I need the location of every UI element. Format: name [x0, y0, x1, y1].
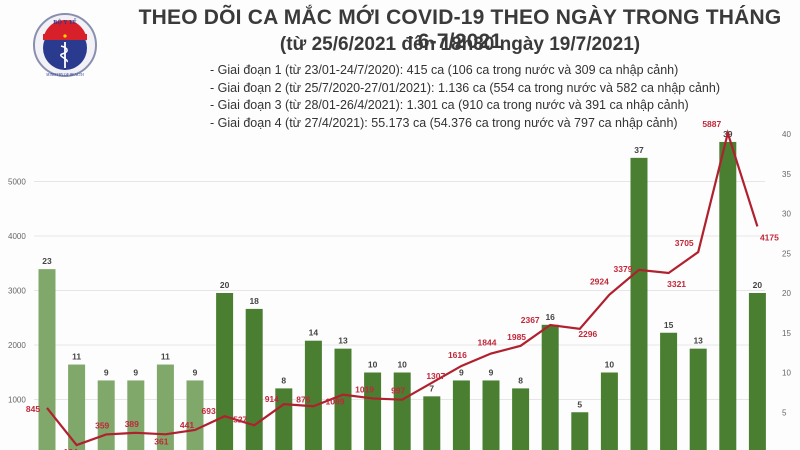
bar: [186, 380, 204, 450]
right-axis-tick: 40: [782, 130, 791, 139]
bar-value-label: 9: [104, 367, 109, 377]
bar-value-label: 10: [397, 360, 407, 370]
bar: [216, 293, 234, 450]
bar-value-label: 11: [161, 352, 170, 362]
line-value-label: 997: [391, 386, 405, 396]
bar: [364, 372, 382, 450]
bar-value-label: 8: [281, 375, 286, 385]
bar: [541, 324, 559, 450]
bar-value-label: 15: [664, 320, 674, 330]
phase-item: - Giai đoạn 1 (từ 23/01-24/7/2020): 415 …: [210, 63, 679, 77]
bar-value-label: 9: [489, 367, 494, 377]
chart-title: THEO DÕI CA MẮC MỚI COVID-19 THEO NGÀY T…: [138, 6, 782, 53]
right-axis-tick: 10: [782, 369, 791, 378]
bar-value-label: 5: [577, 399, 582, 409]
phase-summary-list: - Giai đoạn 1 (từ 23/01-24/7/2020): 415 …: [210, 62, 720, 132]
bar-value-label: 8: [518, 375, 523, 385]
phase-item: - Giai đoạn 2 (từ 25/7/2020-27/01/2021):…: [210, 80, 720, 95]
bar-value-label: 18: [249, 296, 259, 306]
right-axis-tick: 30: [782, 210, 791, 219]
line-value-label: 4175: [760, 232, 779, 242]
left-axis-tick: 1000: [8, 396, 26, 405]
bar: [68, 364, 86, 450]
bar-value-label: 11: [72, 352, 81, 362]
bar: [689, 348, 707, 450]
bar: [719, 141, 737, 450]
phase-item: - Giai đoạn 3 (từ 28/01-26/4/2021): 1.30…: [210, 98, 689, 112]
bar-value-label: 7: [429, 383, 434, 393]
line-value-label: 389: [125, 419, 139, 429]
bar: [600, 372, 618, 450]
left-axis-tick: 3000: [8, 287, 26, 296]
line-value-label: 693: [202, 406, 216, 416]
bar-value-label: 20: [753, 280, 763, 290]
bar-value-label: 13: [338, 336, 348, 346]
bar: [512, 388, 530, 450]
bar-value-label: 13: [693, 336, 703, 346]
bar: [127, 380, 145, 450]
line-value-label: 527: [233, 414, 247, 424]
phase-item: - Giai đoạn 4 (từ 27/4/2021): 55.173 ca …: [210, 115, 678, 130]
line-value-label: 1089: [326, 397, 345, 407]
bar-value-label: 16: [545, 312, 555, 322]
svg-text:BỘ Y TẾ: BỘ Y TẾ: [53, 18, 76, 26]
line-value-label: 3379: [614, 264, 633, 274]
cases-line: [46, 129, 759, 447]
bar: [393, 372, 411, 450]
line-value-label: 914: [265, 394, 279, 404]
bar-value-label: 23: [42, 256, 52, 266]
chart-subtitle: (từ 25/6/2021 đến 18h30 ngày 19/7/2021): [279, 34, 641, 55]
line-value-label: 2296: [578, 329, 597, 339]
right-axis-tick: 20: [782, 289, 791, 298]
line-value-label: 876: [296, 394, 310, 404]
line-value-label: 1019: [355, 384, 374, 394]
bar-value-label: 9: [133, 367, 138, 377]
bar: [38, 269, 56, 450]
right-axis-tick: 5: [782, 408, 787, 417]
bar: [660, 332, 678, 450]
line-value-label: 361: [154, 436, 168, 446]
bar-value-label: 10: [605, 360, 615, 370]
right-axis-tick: 15: [782, 329, 791, 338]
bar: [97, 380, 115, 450]
bar-value-label: 9: [459, 367, 464, 377]
bar-value-label: 20: [220, 280, 230, 290]
bar-value-label: 10: [368, 360, 378, 370]
bar: [423, 396, 441, 450]
line-value-label: 1307: [426, 371, 445, 381]
line-value-label: 5887: [702, 119, 721, 129]
bar: [630, 157, 648, 450]
svg-text:MINISTRY OF HEALTH: MINISTRY OF HEALTH: [46, 73, 84, 77]
bar: [245, 308, 263, 450]
bar: [334, 348, 352, 450]
line-value-label: 1616: [448, 350, 467, 360]
bar: [571, 412, 589, 450]
bar-value-label: 37: [634, 145, 644, 155]
line-value-label: 441: [180, 420, 194, 430]
ministry-of-health-logo: BỘ Y TẾ MINISTRY OF HEALTH: [33, 13, 97, 77]
line-value-label: 1985: [507, 332, 526, 342]
bar: [304, 340, 322, 450]
bar: [748, 293, 766, 450]
line-value-label: 1844: [478, 338, 497, 348]
line-value-label: 164: [64, 447, 78, 450]
left-axis-tick: 2000: [8, 341, 26, 350]
bar-value-label: 14: [309, 328, 319, 338]
left-axis-tick: 5000: [8, 178, 26, 187]
right-axis-tick: 35: [782, 170, 791, 179]
bar: [156, 364, 174, 450]
bar: [452, 380, 470, 450]
bar-value-label: 9: [193, 367, 198, 377]
line-value-label: 359: [95, 420, 109, 430]
right-axis-tick: 25: [782, 249, 791, 258]
line-value-label: 2924: [590, 277, 609, 287]
line-value-label: 3321: [667, 279, 686, 289]
line-value-label: 845: [26, 404, 40, 414]
bar: [482, 380, 500, 450]
left-axis-tick: 4000: [8, 232, 26, 241]
line-value-label: 2367: [521, 315, 540, 325]
line-value-label: 3705: [675, 238, 694, 248]
